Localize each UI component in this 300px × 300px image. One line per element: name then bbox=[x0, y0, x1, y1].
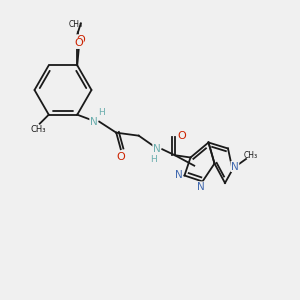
Text: N: N bbox=[90, 117, 98, 127]
Text: O: O bbox=[76, 35, 85, 45]
Text: N: N bbox=[197, 182, 205, 192]
Text: N: N bbox=[175, 170, 182, 181]
Text: N: N bbox=[231, 161, 239, 172]
Text: H: H bbox=[150, 155, 157, 164]
Text: CH₃: CH₃ bbox=[69, 20, 83, 29]
Text: O: O bbox=[116, 152, 125, 162]
Text: CH₃: CH₃ bbox=[31, 125, 46, 134]
Text: CH₃: CH₃ bbox=[243, 152, 258, 160]
Text: O: O bbox=[177, 131, 186, 141]
Text: O: O bbox=[74, 38, 83, 48]
Text: N: N bbox=[153, 144, 160, 154]
Text: H: H bbox=[98, 108, 105, 117]
